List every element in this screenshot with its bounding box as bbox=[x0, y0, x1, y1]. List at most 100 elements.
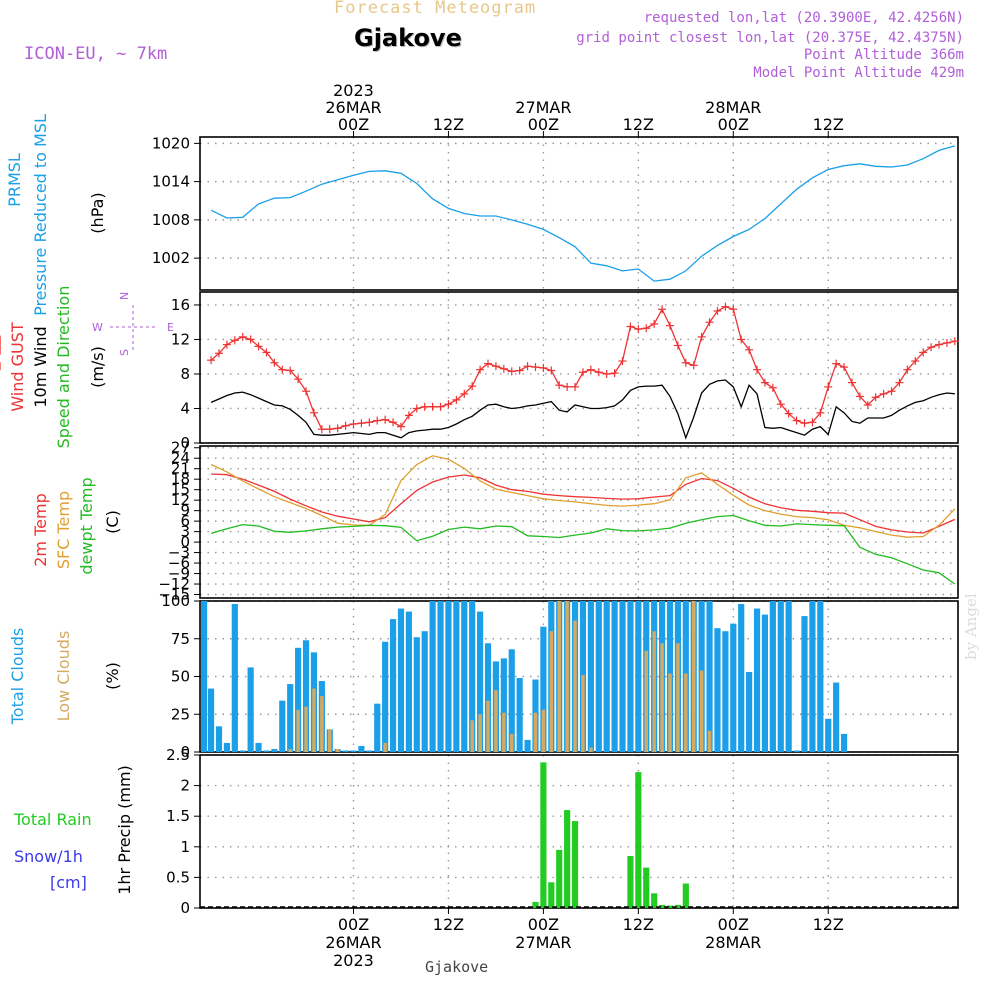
gust-marker bbox=[871, 393, 880, 402]
low-cloud-bar bbox=[573, 620, 577, 752]
gust-marker bbox=[270, 358, 279, 367]
total-cloud-bar bbox=[627, 601, 634, 752]
rain-bar bbox=[548, 882, 555, 908]
total-cloud-bar bbox=[722, 631, 729, 752]
low-cloud-bar bbox=[304, 706, 308, 752]
temperature-ytick-label: 3 bbox=[180, 523, 190, 541]
low-cloud-bar bbox=[296, 709, 300, 752]
gust-marker bbox=[895, 378, 904, 387]
gust-marker bbox=[381, 415, 390, 424]
total-cloud-bar bbox=[263, 750, 270, 752]
top-time-label: 26MAR bbox=[325, 98, 381, 117]
low-cloud-bar bbox=[684, 673, 688, 752]
total-cloud-bar bbox=[437, 601, 444, 752]
gust-marker bbox=[950, 337, 959, 346]
gust-marker bbox=[207, 356, 216, 365]
clouds-frame bbox=[199, 600, 959, 753]
gust-marker bbox=[887, 387, 896, 396]
gust-marker bbox=[729, 305, 738, 314]
wind-gust-label: Wind GUST bbox=[8, 322, 27, 412]
grid-point-coordinates: grid point closest lon,lat (20.375E, 42.… bbox=[576, 30, 964, 46]
total-cloud-bar bbox=[619, 601, 626, 752]
pressure-ytick-label: 1020 bbox=[152, 134, 190, 152]
clouds-panel: 0 25 50 75 100 bbox=[161, 592, 959, 761]
gust-marker bbox=[491, 362, 500, 371]
top-time-label: 00Z bbox=[718, 115, 749, 134]
wind-panel: 0 4 8 12 16 bbox=[0, 291, 959, 452]
gust-marker bbox=[721, 302, 730, 311]
rain-bar bbox=[627, 855, 634, 908]
total-cloud-bar bbox=[389, 619, 397, 752]
clouds-ytick-label: 75 bbox=[171, 630, 190, 648]
total-cloud-bar bbox=[769, 601, 776, 752]
total-cloud-bar bbox=[611, 601, 618, 752]
gust-marker bbox=[673, 341, 682, 350]
pressure-label: Pressure Reduced to MSL bbox=[31, 114, 50, 316]
total-cloud-bar bbox=[366, 750, 373, 752]
rain-bar bbox=[674, 904, 681, 908]
temperature-ytick-label: 9 bbox=[180, 502, 190, 520]
gust-marker bbox=[594, 368, 603, 377]
gust-marker bbox=[689, 361, 698, 370]
low-cloud-bar bbox=[565, 601, 569, 752]
gust-marker bbox=[681, 358, 690, 367]
low-cloud-bar bbox=[470, 720, 474, 752]
pressure-panel: 1002 1008 1014 1020 bbox=[152, 134, 959, 291]
gust-marker bbox=[800, 419, 809, 428]
total-cloud-bar bbox=[516, 678, 523, 752]
rain-bar bbox=[682, 883, 689, 908]
total-cloud-bar bbox=[785, 601, 792, 752]
rain-bar bbox=[564, 810, 571, 908]
gust-marker bbox=[745, 345, 754, 354]
rain-bar bbox=[651, 893, 658, 908]
bottom-time-label: 12Z bbox=[433, 915, 464, 934]
compass-s: S bbox=[118, 349, 131, 356]
bottom-time-label: 26MAR bbox=[325, 933, 381, 952]
gust-marker bbox=[768, 383, 777, 392]
gust-marker bbox=[650, 319, 659, 328]
rain-bar bbox=[571, 821, 579, 908]
total-cloud-bar bbox=[753, 608, 761, 752]
gust-marker bbox=[602, 369, 611, 378]
low-cloud-bar bbox=[699, 670, 704, 752]
gust-marker bbox=[333, 424, 342, 433]
wind-ytick-label: 0 bbox=[180, 434, 190, 452]
pressure-ytick-label: 1002 bbox=[152, 249, 190, 267]
gust-marker bbox=[935, 340, 944, 349]
total-cloud-bar bbox=[453, 601, 460, 752]
gust-marker bbox=[697, 332, 706, 341]
total-cloud-bar bbox=[484, 643, 492, 752]
wind-ytick-label: 12 bbox=[171, 330, 190, 348]
temp-2m-label: 2m Temp bbox=[31, 493, 50, 567]
pressure-ytick-label: 1008 bbox=[152, 211, 190, 229]
total-cloud-bar bbox=[809, 601, 816, 752]
gust-marker bbox=[222, 340, 231, 349]
temperature-ytick-label: 24 bbox=[171, 449, 190, 467]
bottom-time-label: 28MAR bbox=[705, 933, 761, 952]
gust-marker bbox=[238, 332, 247, 341]
low-cloud-bar bbox=[557, 601, 561, 752]
compass-e: E bbox=[167, 321, 174, 334]
gust-marker bbox=[578, 368, 587, 377]
bottom-time-label: 00Z bbox=[338, 915, 369, 934]
total-cloud-bar bbox=[730, 623, 737, 752]
total-cloud-bar bbox=[201, 601, 208, 752]
gust-marker bbox=[840, 363, 849, 372]
top-time-label: 27MAR bbox=[515, 98, 571, 117]
gust-marker bbox=[389, 418, 398, 427]
gust-marker bbox=[444, 400, 453, 409]
low-cloud-bar bbox=[549, 631, 554, 752]
gust-marker bbox=[753, 365, 762, 374]
dewpt-line bbox=[210, 514, 956, 585]
gust-marker bbox=[230, 336, 239, 345]
total-cloud-bar bbox=[595, 601, 602, 752]
top-time-label: 00Z bbox=[528, 115, 559, 134]
low-cloud-bar bbox=[328, 729, 332, 752]
temp2m-line bbox=[211, 473, 956, 534]
temperature-ytick-label: 6 bbox=[180, 512, 190, 530]
total-cloud-bar bbox=[840, 733, 848, 752]
temperature-ytick-label: −12 bbox=[158, 575, 190, 593]
total-cloud-bar bbox=[271, 748, 278, 752]
clouds-ytick-label: 100 bbox=[161, 592, 190, 610]
gust-marker bbox=[460, 389, 469, 398]
